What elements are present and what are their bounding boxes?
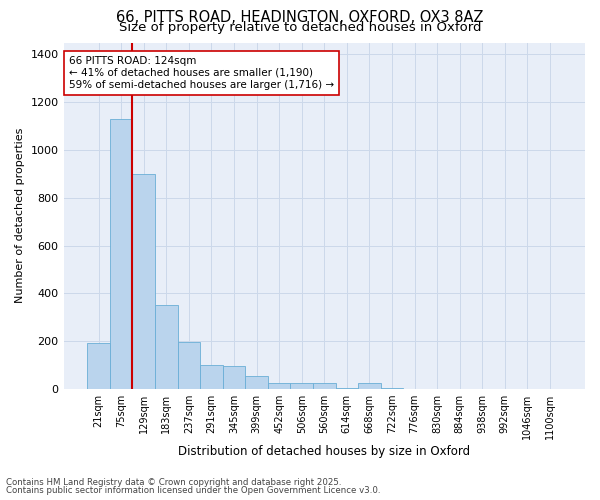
Bar — [290, 383, 313, 389]
Bar — [268, 383, 290, 389]
X-axis label: Distribution of detached houses by size in Oxford: Distribution of detached houses by size … — [178, 444, 470, 458]
Text: 66, PITTS ROAD, HEADINGTON, OXFORD, OX3 8AZ: 66, PITTS ROAD, HEADINGTON, OXFORD, OX3 … — [116, 10, 484, 25]
Bar — [110, 119, 133, 389]
Text: Contains HM Land Registry data © Crown copyright and database right 2025.: Contains HM Land Registry data © Crown c… — [6, 478, 341, 487]
Bar — [223, 366, 245, 389]
Bar — [313, 383, 335, 389]
Bar — [133, 174, 155, 389]
Bar — [178, 342, 200, 389]
Bar — [200, 365, 223, 389]
Bar — [335, 388, 358, 389]
Y-axis label: Number of detached properties: Number of detached properties — [15, 128, 25, 304]
Bar — [155, 305, 178, 389]
Bar — [381, 388, 403, 389]
Bar — [87, 344, 110, 389]
Bar — [358, 383, 381, 389]
Bar — [245, 376, 268, 389]
Text: 66 PITTS ROAD: 124sqm
← 41% of detached houses are smaller (1,190)
59% of semi-d: 66 PITTS ROAD: 124sqm ← 41% of detached … — [69, 56, 334, 90]
Text: Contains public sector information licensed under the Open Government Licence v3: Contains public sector information licen… — [6, 486, 380, 495]
Text: Size of property relative to detached houses in Oxford: Size of property relative to detached ho… — [119, 21, 481, 34]
